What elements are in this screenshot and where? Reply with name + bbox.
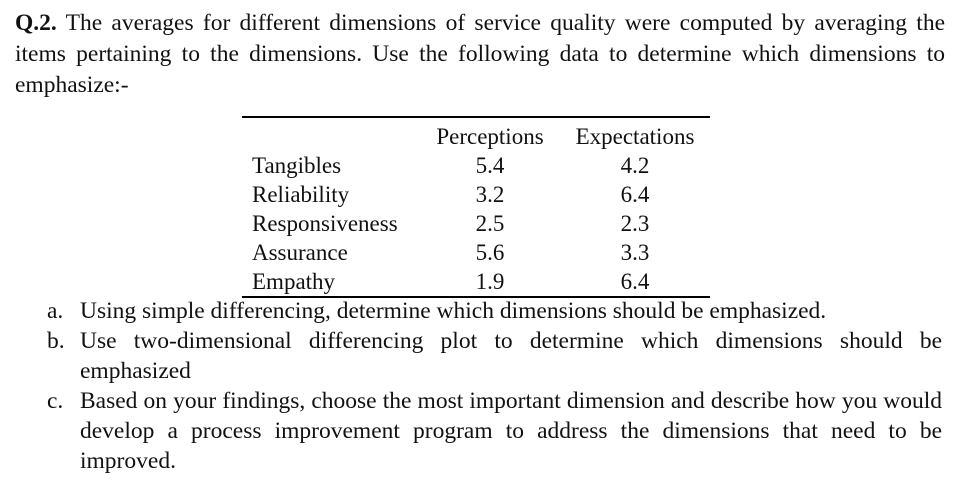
question-number: Q.2. — [15, 10, 57, 36]
table-row: Reliability 3.2 6.4 — [242, 180, 710, 209]
table-header-row: Perceptions Expectations — [242, 117, 710, 151]
expectations-value: 3.3 — [620, 240, 650, 265]
service-quality-table: Perceptions Expectations Tangibles 5.4 4… — [242, 116, 710, 298]
expectations-value: 2.3 — [620, 211, 650, 236]
part-text: Using simple differencing, determine whi… — [80, 298, 827, 324]
table-row: Tangibles 5.4 4.2 — [242, 151, 710, 180]
dimension-name: Tangibles — [252, 153, 342, 178]
list-item: a. Using simple differencing, determine … — [40, 296, 942, 326]
table-row: Empathy 1.9 6.4 — [242, 267, 710, 297]
expectations-value: 6.4 — [620, 269, 650, 294]
expectations-value: 4.2 — [620, 153, 650, 178]
table-row: Assurance 5.6 3.3 — [242, 238, 710, 267]
part-text: Use two-dimensional differencing plot to… — [80, 328, 942, 384]
part-marker: c. — [47, 388, 64, 414]
perceptions-value: 2.5 — [475, 211, 505, 236]
part-marker: b. — [47, 328, 65, 354]
question-text: Q.2. The averages for different dimensio… — [15, 8, 945, 101]
perceptions-value: 5.6 — [475, 240, 505, 265]
dimension-name: Empathy — [252, 269, 336, 294]
header-perceptions: Perceptions — [436, 124, 544, 149]
dimension-name: Reliability — [252, 182, 350, 207]
part-text: Based on your findings, choose the most … — [80, 388, 942, 474]
header-expectations: Expectations — [575, 124, 695, 149]
part-marker: a. — [47, 298, 64, 324]
dimension-name: Assurance — [252, 240, 348, 265]
table-row: Responsiveness 2.5 2.3 — [242, 209, 710, 238]
perceptions-value: 3.2 — [475, 182, 505, 207]
list-item: b. Use two-dimensional differencing plot… — [40, 326, 942, 386]
list-item: c. Based on your findings, choose the mo… — [40, 386, 942, 476]
perceptions-value: 1.9 — [475, 269, 505, 294]
perceptions-value: 5.4 — [475, 153, 505, 178]
header-dimension — [242, 117, 420, 151]
expectations-value: 6.4 — [620, 182, 650, 207]
dimension-name: Responsiveness — [252, 211, 398, 236]
question-parts-list: a. Using simple differencing, determine … — [40, 296, 942, 476]
question-body: The averages for different dimensions of… — [15, 10, 945, 98]
